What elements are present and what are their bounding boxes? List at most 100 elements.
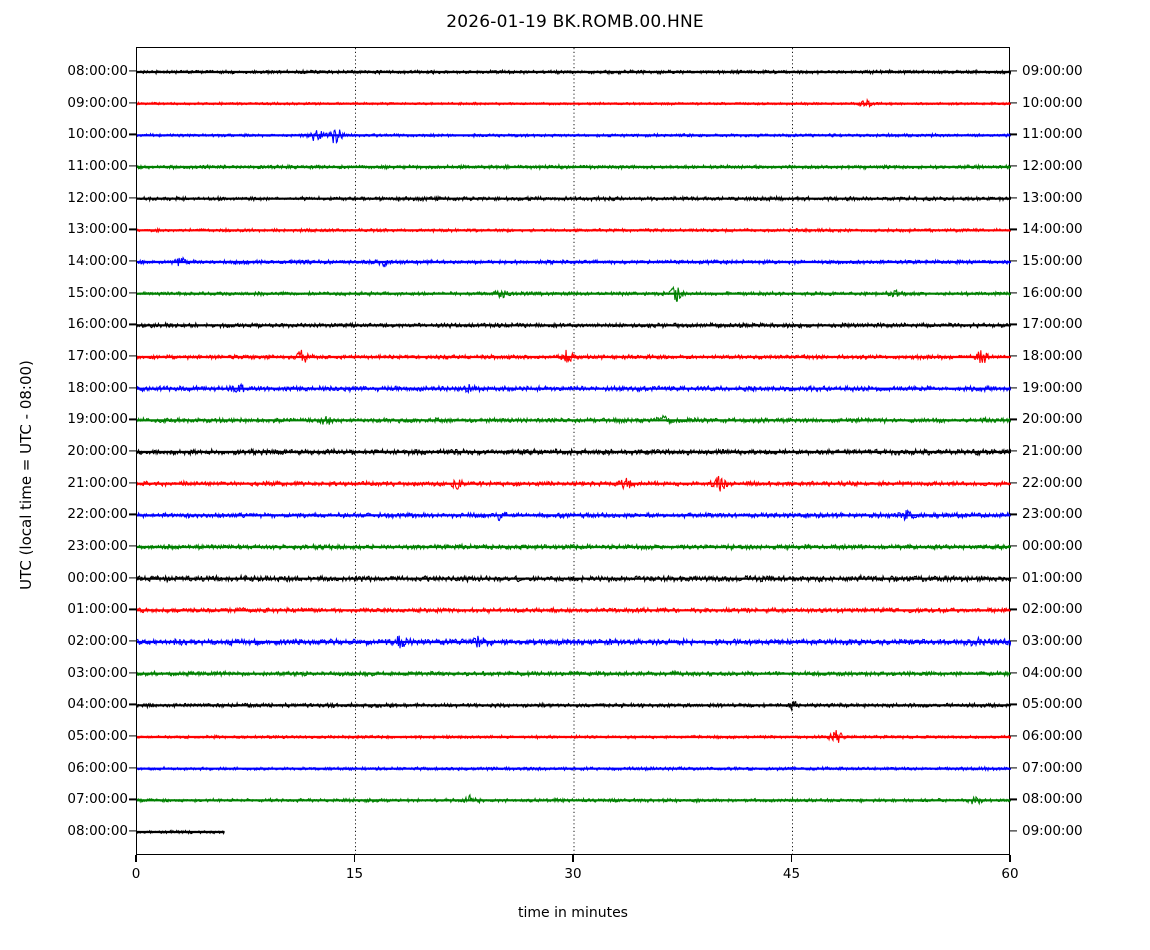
y-tick-label-left: 08:00:00 <box>67 63 128 79</box>
y-tick-label-left: 19:00:00 <box>67 411 128 428</box>
x-tick-label: 0 <box>131 866 141 882</box>
y-tick-mark-left <box>129 767 136 769</box>
y-tick-label-left: 02:00:00 <box>67 633 128 649</box>
x-tick-label: 15 <box>345 866 364 882</box>
y-tick-mark-left <box>129 355 136 357</box>
y-tick-label-left: 07:00:00 <box>67 791 128 808</box>
plot-area <box>136 47 1011 856</box>
y-tick-mark-right <box>1010 735 1017 737</box>
x-tick-mark <box>790 855 793 862</box>
y-tick-mark-right <box>1010 482 1017 484</box>
x-tick-mark <box>135 855 137 862</box>
y-tick-mark-right <box>1010 165 1017 167</box>
y-tick-label-right: 16:00:00 <box>1022 284 1083 301</box>
y-tick-mark-left <box>129 418 136 420</box>
x-tick-label: 45 <box>782 866 801 882</box>
y-tick-mark-right <box>1010 450 1017 452</box>
y-tick-label-right: 13:00:00 <box>1022 189 1083 206</box>
y-tick-label-right: 18:00:00 <box>1022 348 1083 364</box>
y-tick-mark-left <box>129 197 136 199</box>
y-tick-mark-left <box>129 323 136 325</box>
y-tick-mark-right <box>1010 70 1017 72</box>
y-tick-mark-right <box>1010 513 1017 515</box>
y-tick-mark-left <box>129 513 136 515</box>
y-tick-mark-left <box>129 133 136 135</box>
y-tick-label-left: 06:00:00 <box>67 759 128 776</box>
y-tick-label-left: 10:00:00 <box>67 126 128 143</box>
y-tick-mark-right <box>1010 798 1017 800</box>
y-tick-label-right: 23:00:00 <box>1022 506 1083 523</box>
y-tick-label-right: 10:00:00 <box>1022 94 1083 111</box>
y-tick-mark-left <box>129 608 136 610</box>
y-tick-label-left: 17:00:00 <box>67 348 128 364</box>
y-tick-label-right: 14:00:00 <box>1022 221 1083 238</box>
y-tick-label-left: 03:00:00 <box>67 664 128 681</box>
y-tick-label-left: 05:00:00 <box>67 728 128 744</box>
y-tick-label-right: 21:00:00 <box>1022 443 1083 459</box>
y-tick-label-right: 22:00:00 <box>1022 474 1083 491</box>
y-axis-right-ticks: 09:00:00 10:00:00 11:00:00 12:00:00 13:00:00… <box>1022 0 1150 950</box>
seismic-traces <box>137 48 1011 856</box>
y-tick-label-right: 01:00:00 <box>1022 569 1083 586</box>
y-tick-label-right: 07:00:00 <box>1022 759 1083 776</box>
y-tick-label-right: 04:00:00 <box>1022 664 1083 681</box>
y-tick-label-left: 09:00:00 <box>67 94 128 111</box>
y-tick-mark-left <box>129 292 136 294</box>
y-tick-label-left: 21:00:00 <box>67 474 128 491</box>
y-tick-label-right: 00:00:00 <box>1022 538 1083 554</box>
y-tick-label-left: 15:00:00 <box>67 284 128 301</box>
y-tick-label-left: 23:00:00 <box>67 538 128 554</box>
y-tick-mark-left <box>129 260 136 262</box>
y-tick-mark-right <box>1010 355 1017 357</box>
y-tick-label-right: 09:00:00 <box>1022 823 1083 839</box>
y-tick-mark-right <box>1010 767 1017 769</box>
y-tick-mark-right <box>1010 260 1017 262</box>
y-tick-label-right: 12:00:00 <box>1022 158 1083 174</box>
y-tick-mark-left <box>129 640 136 642</box>
y-tick-label-left: 18:00:00 <box>67 379 128 396</box>
y-tick-mark-right <box>1010 387 1017 389</box>
y-tick-label-right: 20:00:00 <box>1022 411 1083 428</box>
y-tick-mark-right <box>1010 292 1017 294</box>
y-tick-mark-right <box>1010 640 1017 642</box>
page-title: 2026-01-19 BK.ROMB.00.HNE <box>446 12 704 32</box>
y-tick-mark-left <box>129 482 136 484</box>
y-tick-label-right: 19:00:00 <box>1022 379 1083 396</box>
y-tick-label-left: 04:00:00 <box>67 696 128 713</box>
y-tick-mark-left <box>129 70 136 72</box>
y-tick-label-right: 06:00:00 <box>1022 728 1083 744</box>
y-tick-mark-right <box>1010 545 1017 547</box>
y-tick-label-left: 22:00:00 <box>67 506 128 523</box>
y-tick-mark-left <box>129 102 136 104</box>
y-tick-label-left: 00:00:00 <box>67 569 128 586</box>
y-tick-mark-left <box>129 387 136 389</box>
y-tick-label-left: 20:00:00 <box>67 443 128 459</box>
y-tick-label-left: 13:00:00 <box>67 221 128 238</box>
y-tick-label-left: 14:00:00 <box>67 253 128 269</box>
y-tick-mark-right <box>1010 577 1017 579</box>
x-tick-mark <box>572 855 574 862</box>
y-tick-label-left: 12:00:00 <box>67 189 128 206</box>
y-tick-label-left: 16:00:00 <box>67 316 128 333</box>
y-tick-mark-right <box>1010 830 1017 832</box>
y-axis-left-ticks: 08:00:00 09:00:00 10:00:00 11:00:00 12:00:00… <box>0 0 128 950</box>
y-tick-label-right: 03:00:00 <box>1022 633 1083 649</box>
y-tick-mark-left <box>129 703 136 705</box>
y-tick-label-left: 01:00:00 <box>67 601 128 618</box>
y-tick-mark-left <box>129 228 136 230</box>
y-tick-mark-right <box>1010 323 1017 325</box>
y-tick-mark-left <box>129 735 136 737</box>
y-tick-mark-left <box>129 672 136 674</box>
y-tick-mark-right <box>1010 672 1017 674</box>
y-tick-mark-left <box>129 798 136 800</box>
y-tick-mark-right <box>1010 703 1017 705</box>
y-tick-label-right: 17:00:00 <box>1022 316 1083 333</box>
y-tick-mark-left <box>129 830 136 832</box>
y-tick-label-right: 08:00:00 <box>1022 791 1083 808</box>
y-tick-mark-left <box>129 165 136 167</box>
y-tick-label-left: 08:00:00 <box>67 823 128 839</box>
x-tick-label: 60 <box>1001 866 1019 882</box>
y-tick-mark-left <box>129 577 136 579</box>
y-tick-mark-right <box>1010 608 1017 610</box>
